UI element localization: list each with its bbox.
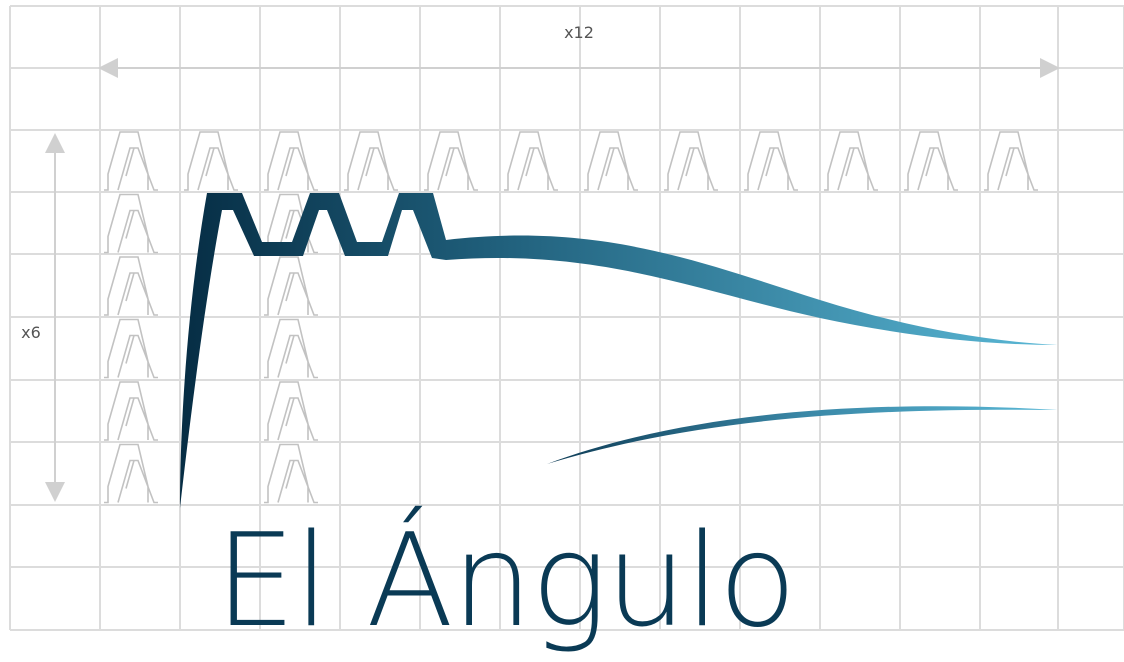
trapezoid-module — [744, 131, 798, 191]
trapezoid-module — [264, 381, 318, 441]
vertical-count-label: x6 — [21, 323, 41, 342]
horizontal-count-label: x12 — [564, 23, 594, 42]
brand-wordmark: El Ángulo — [215, 506, 795, 656]
grid — [9, 5, 1124, 631]
trapezoid-module — [264, 256, 318, 316]
trapezoid-module — [104, 131, 158, 191]
trapezoid-module — [264, 443, 318, 504]
trapezoid-module — [984, 131, 1038, 191]
trapezoid-module — [824, 131, 878, 191]
trapezoid-module — [344, 131, 398, 191]
trapezoid-module — [584, 131, 638, 191]
trapezoid-module-outlines — [104, 131, 1038, 504]
trapezoid-module — [104, 318, 158, 379]
logo-mark-bottom-stroke — [547, 406, 1058, 464]
trapezoid-module — [264, 131, 318, 191]
trapezoid-module — [104, 193, 158, 254]
trapezoid-module — [104, 381, 158, 441]
trapezoid-module — [264, 318, 318, 379]
trapezoid-module — [184, 131, 238, 191]
trapezoid-module — [904, 131, 958, 191]
trapezoid-module — [104, 256, 158, 316]
trapezoid-module — [104, 443, 158, 504]
trapezoid-module — [504, 131, 558, 191]
trapezoid-module — [424, 131, 478, 191]
trapezoid-module — [664, 131, 718, 191]
logo-mark-top-stroke — [180, 193, 1058, 508]
